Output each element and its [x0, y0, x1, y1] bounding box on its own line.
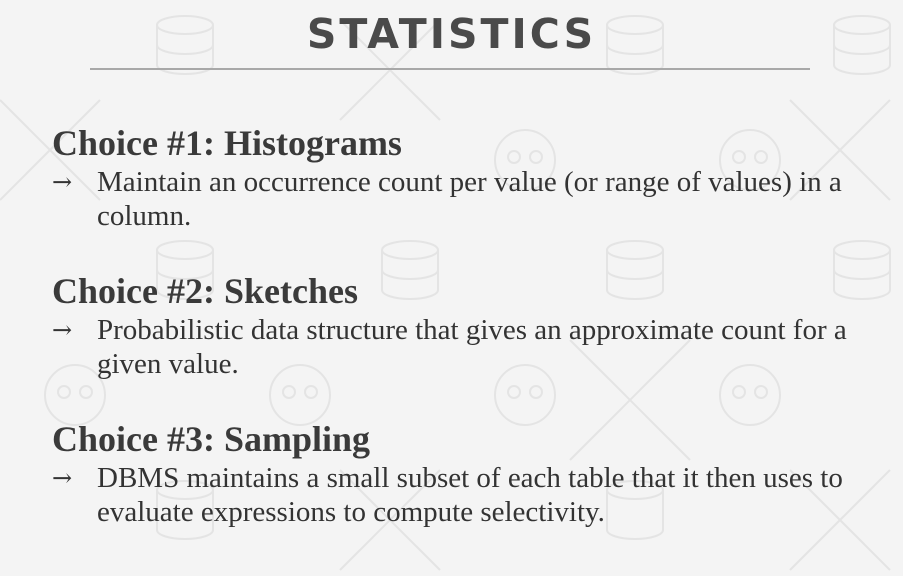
skull-icon — [44, 364, 106, 426]
bullet-text: Maintain an occurrence count per value (… — [97, 166, 842, 232]
slide-content: Choice #1: Histograms → Maintain an occu… — [52, 121, 872, 565]
arrow-right-icon: → — [52, 464, 73, 492]
choice-heading: Choice #2: Sketches — [52, 271, 358, 311]
skull-icon — [494, 129, 556, 191]
choice-sampling: Choice #3: Sampling → DBMS maintains a s… — [52, 417, 872, 529]
database-icon — [156, 15, 214, 75]
database-icon — [606, 240, 664, 300]
choice-bullet: → DBMS maintains a small subset of each … — [52, 461, 872, 529]
database-icon — [381, 240, 439, 300]
title-divider — [90, 68, 810, 70]
database-icon — [606, 15, 664, 75]
bullet-text: Probabilistic data structure that gives … — [97, 314, 847, 380]
choice-heading: Choice #1: Histograms — [52, 123, 402, 163]
database-icon — [833, 240, 891, 300]
choice-bullet: → Maintain an occurrence count per value… — [52, 165, 872, 233]
choice-heading: Choice #3: Sampling — [52, 419, 371, 459]
cross-pattern-icon — [0, 19, 891, 571]
arrow-right-icon: → — [52, 316, 73, 344]
database-icon — [156, 480, 214, 540]
skull-icon — [719, 364, 781, 426]
database-icon — [606, 480, 664, 540]
arrow-right-icon: → — [52, 168, 73, 196]
choice-bullet: → Probabilistic data structure that give… — [52, 313, 872, 381]
choice-histograms: Choice #1: Histograms → Maintain an occu… — [52, 121, 872, 233]
skull-icon — [269, 364, 331, 426]
bullet-text: DBMS maintains a small subset of each ta… — [97, 462, 843, 528]
skull-icon — [494, 364, 556, 426]
skull-icon — [719, 129, 781, 191]
database-icon — [833, 15, 891, 75]
slide-title: STATISTICS — [306, 10, 597, 58]
choice-sketches: Choice #2: Sketches → Probabilistic data… — [52, 269, 872, 381]
database-icon — [156, 240, 214, 300]
